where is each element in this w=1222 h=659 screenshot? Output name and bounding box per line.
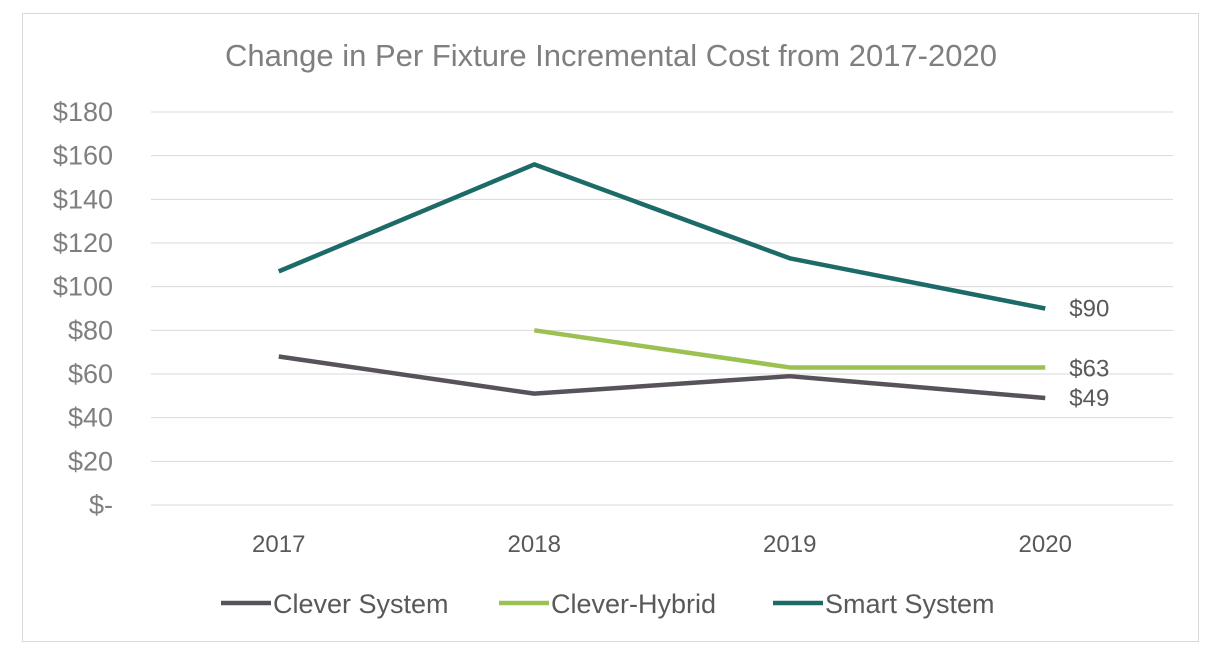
- series-lines: [277, 162, 1046, 401]
- series-line-smart-system: [277, 162, 1046, 311]
- y-tick-label: $80: [68, 315, 113, 345]
- end-label-clever-hybrid: $63: [1069, 355, 1109, 382]
- x-tick-label: 2019: [763, 531, 816, 558]
- x-tick-label: 2020: [1019, 531, 1072, 558]
- legend-item-clever-hybrid: Clever-Hybrid: [499, 589, 716, 619]
- y-tick-label: $60: [68, 359, 113, 389]
- y-tick-label: $180: [53, 97, 113, 127]
- legend-item-clever-system: Clever System: [221, 589, 449, 619]
- chart-frame: Change in Per Fixture Incremental Cost f…: [22, 13, 1199, 642]
- y-axis-ticks: $- $20 $40 $60 $80 $100 $120 $140 $160 $180: [53, 97, 113, 520]
- y-tick-label: $100: [53, 272, 113, 302]
- chart-title: Change in Per Fixture Incremental Cost f…: [225, 38, 997, 73]
- y-tick-label: $120: [53, 228, 113, 258]
- legend-label: Clever System: [273, 589, 449, 619]
- y-tick-label: $140: [53, 184, 113, 214]
- grid: [151, 111, 1173, 506]
- series-line-clever-system: [278, 354, 1046, 401]
- legend: Clever System Clever-Hybrid Smart System: [221, 589, 995, 619]
- y-tick-label: $40: [68, 403, 113, 433]
- end-labels: $49 $63 $90: [1069, 296, 1109, 413]
- x-axis-ticks: 2017 2018 2019 2020: [252, 531, 1072, 558]
- x-tick-label: 2017: [252, 531, 305, 558]
- end-label-clever-system: $49: [1069, 385, 1109, 412]
- end-label-smart-system: $90: [1069, 296, 1109, 323]
- legend-item-smart-system: Smart System: [773, 589, 995, 619]
- y-tick-label: $-: [89, 490, 113, 520]
- legend-label: Smart System: [825, 589, 995, 619]
- line-chart: Change in Per Fixture Incremental Cost f…: [53, 38, 1173, 619]
- x-tick-label: 2018: [508, 531, 561, 558]
- y-tick-label: $160: [53, 141, 113, 171]
- y-tick-label: $20: [68, 446, 113, 476]
- legend-label: Clever-Hybrid: [551, 589, 716, 619]
- series-line-clever-hybrid: [533, 328, 1046, 370]
